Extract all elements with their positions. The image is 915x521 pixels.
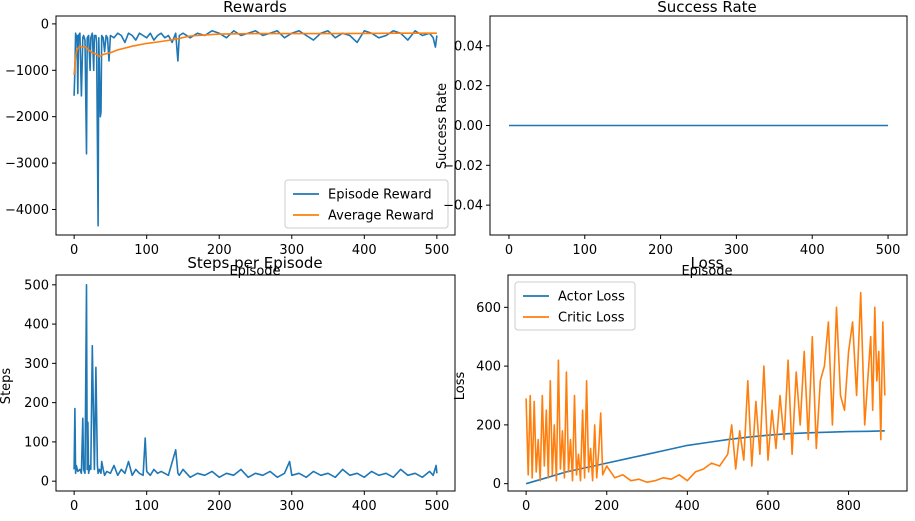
steps-ytick-label: 400 — [24, 318, 49, 333]
success-rate-ytick-label: −0.04 — [443, 199, 483, 214]
loss-legend-label: Actor Loss — [558, 290, 625, 305]
rewards-xtick-label: 500 — [424, 243, 449, 258]
rewards-ytick-label: −3000 — [5, 157, 49, 172]
rewards-legend-box — [284, 179, 449, 229]
rewards-legend-label: Average Reward — [328, 209, 434, 224]
success-rate-xtick-label: 100 — [572, 243, 597, 258]
steps-ytick-label: 500 — [24, 278, 49, 293]
rewards-legend-label: Episode Reward — [328, 188, 432, 203]
steps-xtick-label: 100 — [134, 499, 159, 514]
loss-ylabel: Loss — [453, 372, 468, 401]
rewards-ytick-label: −1000 — [5, 64, 49, 79]
loss-series-line-0 — [525, 430, 885, 485]
success-rate-xtick-label: 200 — [648, 243, 673, 258]
steps-series-line-0 — [73, 283, 438, 479]
rewards-ytick-label: 0 — [41, 17, 49, 32]
success-rate-ylabel: Success Rate — [435, 83, 450, 169]
loss-xtick-label: 800 — [836, 499, 861, 514]
rewards-series-line-1 — [73, 32, 437, 75]
steps-xtick-label: 500 — [424, 499, 449, 514]
steps-xtick-label: 200 — [207, 499, 232, 514]
rewards-xtick-label: 400 — [352, 243, 377, 258]
loss-ytick-label: 200 — [476, 418, 501, 433]
loss-legend-box — [514, 281, 636, 331]
loss-legend-label: Critic Loss — [558, 311, 625, 326]
steps-ylabel: Steps — [0, 368, 14, 405]
success-rate-xtick-label: 300 — [724, 243, 749, 258]
loss-subplot: 0 200 400 600 800 0 200 400 600 Loss Loss Actor Los… — [453, 254, 908, 514]
rewards-title: Rewards — [223, 0, 287, 16]
steps-ytick-label: 0 — [41, 475, 49, 490]
rewards-ytick-label: −2000 — [5, 110, 49, 125]
rewards-subplot: 0 100 200 300 400 500 0 −1000 −2000 −3000 −4000 Rew… — [5, 0, 456, 279]
loss-xtick-label: 200 — [594, 499, 619, 514]
loss-ytick-label: 0 — [493, 477, 501, 492]
success-rate-ytick-label: 0.04 — [454, 39, 483, 54]
steps-ytick-label: 300 — [24, 357, 49, 372]
success-rate-ytick-label: 0.02 — [454, 79, 483, 94]
success-rate-subplot: 0 100 200 300 400 500 0.04 0.02 0.00 −0.02 −0.04 Su… — [435, 0, 908, 279]
rewards-xtick-label: 200 — [207, 243, 232, 258]
steps-ytick-label: 100 — [24, 435, 49, 450]
loss-series-line-1 — [525, 291, 886, 484]
loss-xtick-label: 0 — [522, 499, 530, 514]
success-rate-xtick-label: 500 — [876, 243, 901, 258]
steps-axes-frame — [55, 274, 456, 492]
steps-title: Steps per Episode — [187, 254, 322, 272]
rewards-axes-frame — [55, 15, 456, 236]
success-rate-xtick-label: 0 — [505, 243, 513, 258]
rewards-xtick-label: 0 — [70, 243, 78, 258]
loss-xtick-label: 400 — [675, 499, 700, 514]
steps-xtick-label: 400 — [352, 499, 377, 514]
loss-xtick-label: 600 — [756, 499, 781, 514]
rewards-legend: Episode Reward Average Reward — [284, 179, 449, 229]
steps-xtick-label: 300 — [279, 499, 304, 514]
steps-ytick-label: 200 — [24, 396, 49, 411]
rewards-ytick-label: −4000 — [5, 203, 49, 218]
loss-ytick-label: 600 — [476, 301, 501, 316]
loss-ytick-label: 400 — [476, 360, 501, 375]
steps-subplot: 0 100 200 300 400 500 0 100 200 300 400 500 Steps pe… — [0, 254, 456, 514]
loss-title: Loss — [691, 254, 724, 272]
success-rate-xtick-label: 400 — [800, 243, 825, 258]
success-rate-title: Success Rate — [657, 0, 757, 16]
steps-xtick-label: 0 — [70, 499, 78, 514]
loss-axes-frame — [507, 274, 908, 492]
loss-legend: Actor Loss Critic Loss — [514, 281, 636, 331]
success-rate-ytick-label: −0.02 — [443, 159, 483, 174]
success-rate-ytick-label: 0.00 — [454, 119, 483, 134]
rewards-xtick-label: 300 — [279, 243, 304, 258]
rewards-xtick-label: 100 — [134, 243, 159, 258]
